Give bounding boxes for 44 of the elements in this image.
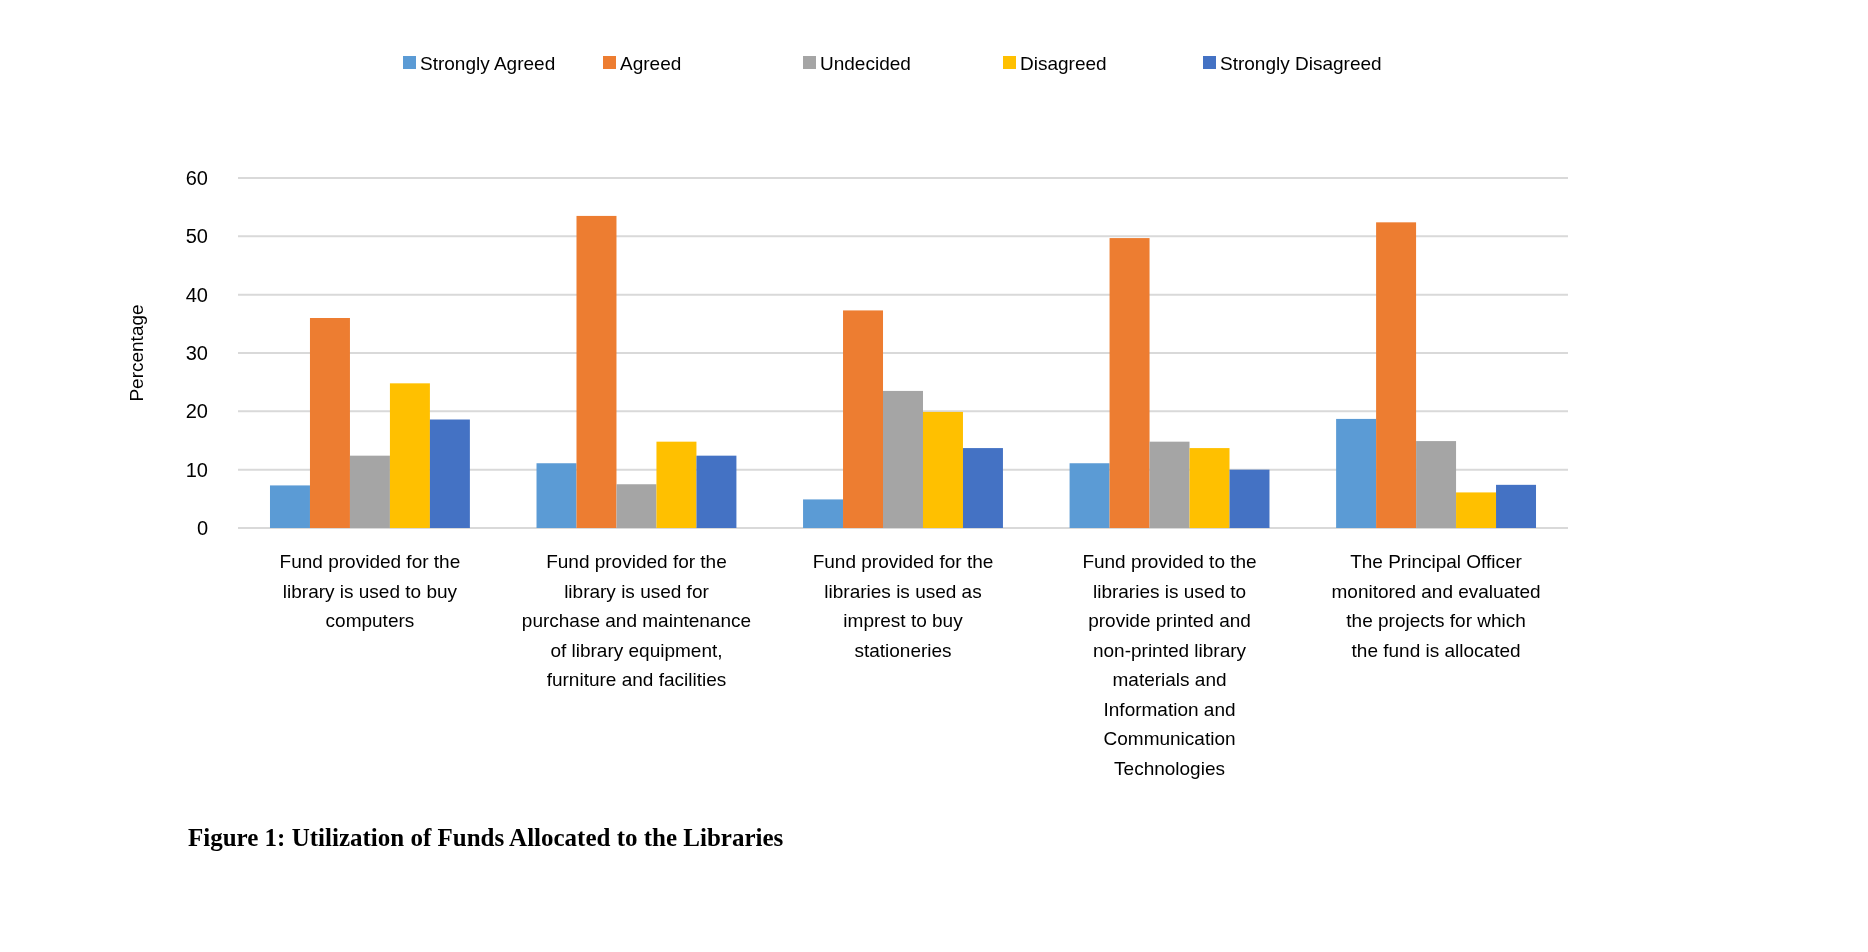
bar [696, 455, 737, 528]
y-tick-label: 0 [196, 517, 208, 539]
text: Figure 1: Utilization of Funds Allocated to the Libraries [188, 824, 784, 851]
bar [1456, 492, 1497, 528]
bar [843, 310, 884, 528]
x-tick-label: Fund provided for the library is used for purchase and maintenance of library equipment, furniture and facilities [521, 551, 752, 690]
bar [576, 215, 617, 528]
y-tick-label: 10 [185, 458, 208, 481]
bar [429, 419, 470, 528]
bar [962, 448, 1003, 528]
bar [1229, 469, 1270, 528]
bar [269, 485, 310, 528]
legend-label: Disagreed [1020, 52, 1107, 74]
bar [1336, 418, 1377, 528]
bar [803, 499, 844, 528]
y-tick-label: 20 [185, 400, 208, 423]
x-tick-label: Fund provided for the libraries is used as imprest to buy stationeries [812, 551, 994, 661]
bar [616, 484, 657, 528]
legend-label: Undecided [820, 52, 911, 74]
bar [883, 390, 923, 528]
bar [1189, 448, 1230, 528]
bar [309, 318, 350, 528]
bar [1109, 238, 1150, 528]
y-tick-label: 30 [185, 342, 208, 364]
bar [1376, 222, 1417, 528]
x-tick-label: The Principal Officer monitored and evaluated the projects for which the fund is allocated [1331, 551, 1541, 661]
y-tick-label: 60 [185, 167, 208, 189]
y-tick-label: 40 [185, 283, 208, 306]
bar [656, 441, 697, 528]
bar [1416, 441, 1457, 528]
bar [1496, 484, 1537, 528]
x-tick-label: Fund provided for the library is used to buy computers [279, 551, 461, 631]
bar [1069, 463, 1110, 528]
bar [389, 383, 430, 528]
y-axis-title: Percentage [126, 304, 147, 402]
legend-label: Agreed [620, 52, 682, 74]
legend-label: Strongly Disagreed [1220, 52, 1382, 74]
bar [536, 463, 577, 528]
y-tick-label: 50 [185, 225, 208, 248]
bar [349, 455, 390, 528]
legend-label: Strongly Agreed [420, 52, 556, 74]
bar [1149, 441, 1190, 528]
bar [922, 411, 963, 528]
x-tick-label: Fund provided to the libraries is used to provide printed and non-printed library materials and Information and Communication Technologies [1082, 551, 1257, 779]
